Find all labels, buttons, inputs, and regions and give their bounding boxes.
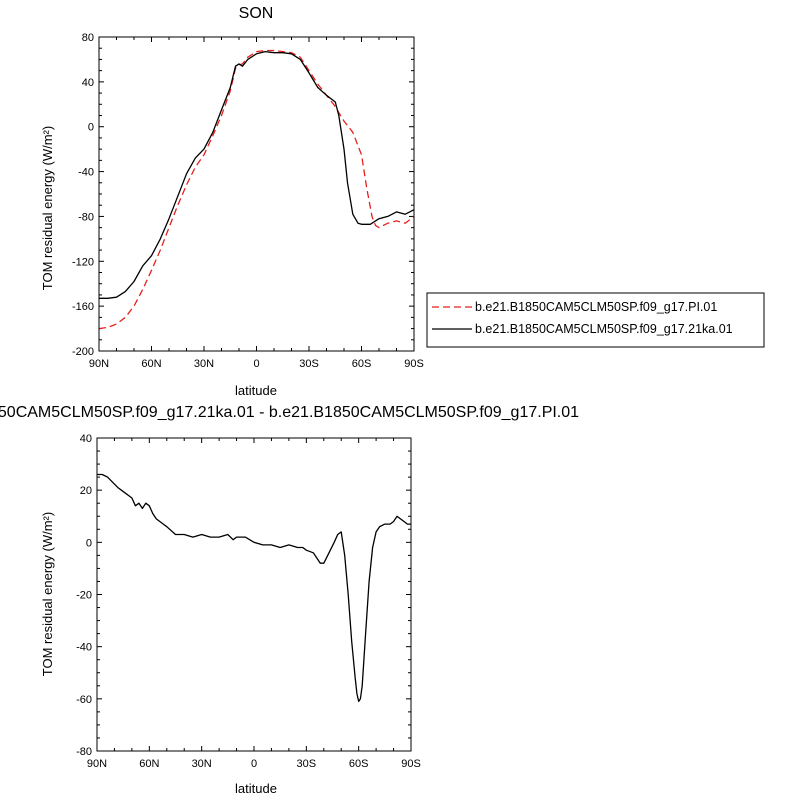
bottom-axis-ticks: -80 -60 -40 -20 0 20 40 90N 60N 30N 0 30S 60S 90S	[76, 433, 421, 770]
bottom-y-axis-label: TOM residual energy (W/m²)	[40, 512, 55, 676]
y-tick-label: 20	[80, 485, 92, 497]
y-tick-label: -120	[72, 256, 94, 268]
legend-label-pi: b.e21.B1850CAM5CLM50SP.f09_g17.PI.01	[475, 300, 717, 314]
x-tick-label: 90N	[89, 358, 109, 370]
x-tick-label: 60N	[141, 358, 161, 370]
y-tick-label: -80	[76, 746, 92, 758]
legend-label-21ka: b.e21.B1850CAM5CLM50SP.f09_g17.21ka.01	[475, 322, 733, 336]
y-tick-label: 40	[80, 433, 92, 445]
x-tick-label: 30S	[297, 758, 317, 770]
x-tick-label: 30S	[299, 358, 319, 370]
y-tick-label: -60	[76, 694, 92, 706]
y-tick-label: -200	[72, 346, 94, 358]
top-x-axis-label: latitude	[235, 383, 277, 398]
bottom-chart-title: b.e21.B1850CAM5CLM50SP.f09_g17.21ka.01 -…	[0, 404, 579, 421]
top-legend: b.e21.B1850CAM5CLM50SP.f09_g17.PI.01 b.e…	[426, 292, 765, 348]
legend-box	[426, 292, 765, 348]
x-tick-label: 90N	[87, 758, 107, 770]
x-tick-label: 0	[251, 758, 257, 770]
x-tick-label: 90S	[401, 758, 421, 770]
top-series-lines	[98, 49, 415, 330]
x-tick-label: 0	[253, 358, 259, 370]
y-tick-label: 80	[82, 32, 94, 44]
y-tick-label: -160	[72, 301, 94, 313]
top-series-line-1	[99, 50, 415, 299]
top-y-axis-label: TOM residual energy (W/m²)	[40, 126, 55, 290]
bottom-x-axis-label: latitude	[235, 781, 277, 796]
top-series-line-0	[98, 49, 415, 330]
top-axis-ticks: -200 -160 -120 -80 -40 0 40 80 90N 60N 30N 0 30S 60S 9…	[72, 32, 424, 370]
y-tick-label: 40	[82, 77, 94, 89]
y-tick-label: 0	[88, 122, 94, 134]
x-tick-label: 30N	[194, 358, 214, 370]
top-chart-title: SON	[239, 5, 274, 22]
x-tick-label: 60S	[352, 358, 372, 370]
bottom-series-lines	[97, 473, 411, 703]
x-tick-label: 30N	[192, 758, 212, 770]
y-tick-label: -40	[78, 167, 94, 179]
x-tick-label: 90S	[404, 358, 424, 370]
y-tick-label: 0	[86, 537, 92, 549]
x-tick-label: 60N	[139, 758, 159, 770]
y-tick-label: -40	[76, 642, 92, 654]
x-tick-label: 60S	[349, 758, 369, 770]
top-panel: SON TOM residual energy (W/m²) latitude …	[40, 5, 765, 398]
y-tick-label: -80	[78, 211, 94, 223]
y-tick-label: -20	[76, 590, 92, 602]
top-plot-frame	[98, 36, 415, 352]
bottom-panel: b.e21.B1850CAM5CLM50SP.f09_g17.21ka.01 -…	[0, 404, 579, 796]
bottom-series-line-0	[97, 473, 411, 703]
bottom-plot-frame	[96, 437, 412, 752]
